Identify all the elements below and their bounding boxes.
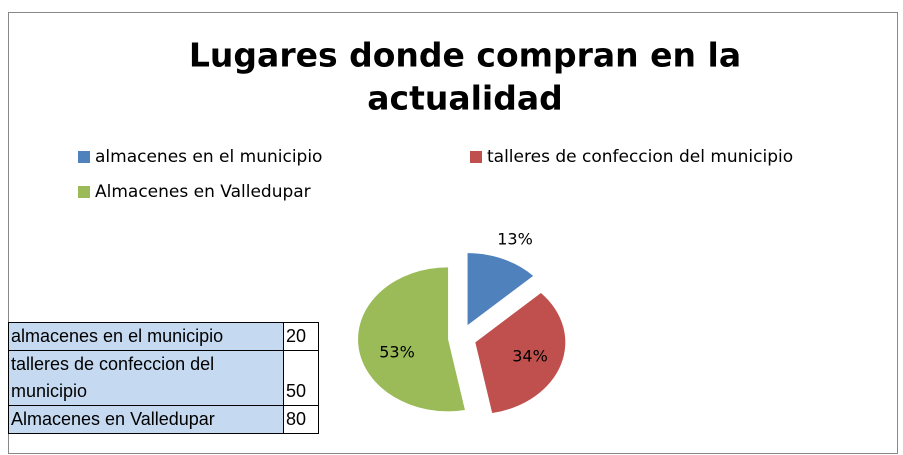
legend-swatch xyxy=(470,151,482,163)
data-table: almacenes en el municipio 20 talleres de … xyxy=(8,322,319,434)
data-label: 34% xyxy=(512,347,548,366)
table-cell: 20 xyxy=(283,322,319,351)
pie-slice xyxy=(467,253,534,326)
table-cell: 80 xyxy=(283,405,319,434)
chart-title: actualidad xyxy=(367,79,563,118)
table-cell: Almacenes en Valledupar xyxy=(8,405,284,434)
table-row: almacenes en el municipio 20 xyxy=(8,322,319,351)
pie-slice xyxy=(358,267,465,412)
legend-swatch xyxy=(78,151,90,163)
legend-label: almacenes en el municipio xyxy=(95,147,322,167)
chart-title: Lugares donde compran en la xyxy=(189,36,741,75)
table-row: talleres de confeccion del municipio 50 xyxy=(8,350,319,406)
table-cell: talleres de confeccion del municipio xyxy=(8,350,284,406)
legend-label: talleres de confeccion del municipio xyxy=(487,147,793,167)
table-cell: 50 xyxy=(283,350,319,406)
legend-swatch xyxy=(78,186,90,198)
data-label: 53% xyxy=(379,343,415,362)
data-label: 13% xyxy=(497,230,533,249)
table-row: Almacenes en Valledupar 80 xyxy=(8,405,319,434)
legend-label: Almacenes en Valledupar xyxy=(95,182,311,202)
pie-slice xyxy=(475,293,566,414)
table-cell: almacenes en el municipio xyxy=(8,322,284,351)
